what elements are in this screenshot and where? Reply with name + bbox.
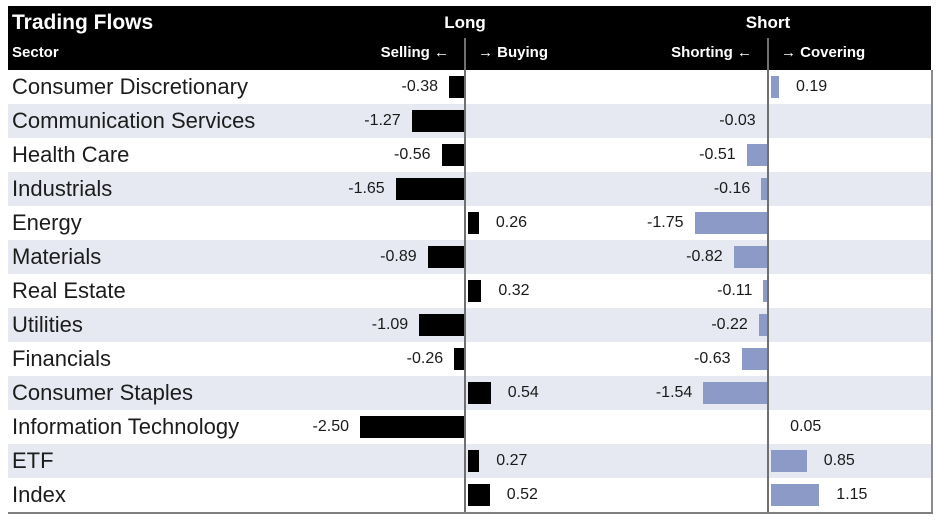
- table-row: Utilities -1.09 -0.22: [8, 308, 931, 342]
- short-bar: [761, 178, 768, 200]
- short-value: -1.75: [647, 214, 684, 231]
- long-value: -1.09: [371, 316, 409, 333]
- sector-label: Index: [12, 482, 66, 507]
- short-value: -0.63: [694, 350, 731, 367]
- short-value: 0.05: [790, 418, 822, 435]
- long-value: 0.54: [507, 384, 539, 401]
- long-value: -1.27: [364, 112, 401, 129]
- short-value: 0.19: [796, 78, 828, 95]
- shorting-column-header: Shorting ←: [671, 40, 752, 68]
- short-value: 1.15: [836, 486, 868, 503]
- short-bar: [771, 450, 807, 472]
- long-bar: [468, 280, 482, 302]
- long-bar: [449, 76, 465, 98]
- sector-label: Communication Services: [12, 108, 256, 133]
- long-bar: [395, 178, 465, 200]
- long-bar: [468, 450, 480, 472]
- selling-column-header: Selling ←: [381, 40, 449, 68]
- left-arrow-icon: ←: [737, 44, 752, 61]
- shorting-label: Shorting: [671, 44, 733, 61]
- short-value: -0.16: [713, 180, 751, 197]
- table-row: Industrials -1.65 -0.16: [8, 172, 931, 206]
- long-value: 0.27: [496, 452, 528, 469]
- table-row: Real Estate 0.32 -0.11: [8, 274, 931, 308]
- short-value: -0.82: [686, 248, 723, 265]
- table-row: ETF 0.27 0.85: [8, 444, 931, 478]
- long-value: -0.89: [380, 248, 417, 265]
- short-bar: [703, 382, 768, 404]
- long-bar: [468, 212, 479, 234]
- sector-label: Real Estate: [12, 278, 126, 303]
- covering-column-header: → Covering: [781, 40, 865, 68]
- sector-label: Information Technology: [12, 414, 240, 439]
- sector-label: Materials: [12, 244, 102, 269]
- long-bar: [360, 416, 465, 438]
- sector-label: ETF: [12, 448, 54, 473]
- short-bar: [771, 484, 820, 506]
- table-row: Consumer Staples 0.54 -1.54: [8, 376, 931, 410]
- short-axis-line: [767, 38, 769, 512]
- sector-label: Consumer Staples: [12, 380, 193, 405]
- short-value: 0.85: [823, 452, 855, 469]
- short-bar: [694, 212, 768, 234]
- table-row: Energy 0.26 -1.75: [8, 206, 931, 240]
- right-arrow-icon: →: [478, 44, 493, 61]
- sector-label: Industrials: [12, 176, 113, 201]
- sector-label: Consumer Discretionary: [12, 74, 248, 99]
- table-row: Index 0.52 1.15: [8, 478, 931, 512]
- long-bar: [441, 144, 465, 166]
- long-value: -0.56: [394, 146, 431, 163]
- covering-label: Covering: [800, 44, 866, 61]
- sector-label: Health Care: [12, 142, 130, 167]
- long-axis-line: [464, 38, 466, 512]
- long-bar: [411, 110, 465, 132]
- table-row: Communication Services -1.27 -0.03: [8, 104, 931, 138]
- short-bar: [771, 76, 779, 98]
- right-arrow-icon: →: [781, 44, 796, 61]
- short-bar: [746, 144, 768, 166]
- long-bar: [468, 484, 490, 506]
- sector-label: Energy: [12, 210, 82, 235]
- short-bar: [733, 246, 768, 268]
- short-value: -0.51: [699, 146, 736, 163]
- long-bar: [427, 246, 465, 268]
- long-bar: [419, 314, 465, 336]
- long-value: -0.26: [406, 350, 444, 367]
- short-bar: [763, 280, 768, 302]
- selling-label: Selling: [380, 44, 430, 61]
- short-bar: [741, 348, 768, 370]
- long-value: -1.65: [348, 180, 385, 197]
- table-row: Materials -0.89 -0.82: [8, 240, 931, 274]
- table-header: Trading Flows Long Short Sector Selling …: [8, 6, 931, 70]
- long-value: -0.38: [401, 78, 438, 95]
- short-value: -1.54: [655, 384, 693, 401]
- long-bar: [454, 348, 465, 370]
- table-row: Consumer Discretionary -0.38 0.19: [8, 70, 931, 104]
- sector-label: Utilities: [12, 312, 83, 337]
- sector-label: Financials: [12, 346, 112, 371]
- short-value: -0.22: [711, 316, 748, 333]
- long-value: 0.32: [498, 282, 530, 299]
- long-bar: [468, 382, 491, 404]
- long-value: -2.50: [312, 418, 349, 435]
- bottom-border-line: [8, 512, 933, 514]
- table-row: Health Care -0.56 -0.51: [8, 138, 931, 172]
- short-value: -0.11: [717, 282, 753, 299]
- sector-column-header: Sector: [12, 44, 59, 61]
- page-title: Trading Flows: [12, 11, 154, 34]
- table-row: Information Technology -2.50 0.05: [8, 410, 931, 444]
- short-bar: [758, 314, 768, 336]
- right-border-line: [931, 70, 933, 512]
- buying-label: Buying: [497, 44, 549, 61]
- short-value: -0.03: [719, 112, 756, 129]
- long-value: 0.26: [495, 214, 528, 231]
- short-group-header: Short: [745, 13, 791, 32]
- long-value: 0.52: [506, 486, 538, 503]
- long-group-header: Long: [444, 13, 486, 32]
- table-row: Financials -0.26 -0.63: [8, 342, 931, 376]
- left-arrow-icon: ←: [434, 44, 449, 61]
- buying-column-header: → Buying: [478, 40, 548, 68]
